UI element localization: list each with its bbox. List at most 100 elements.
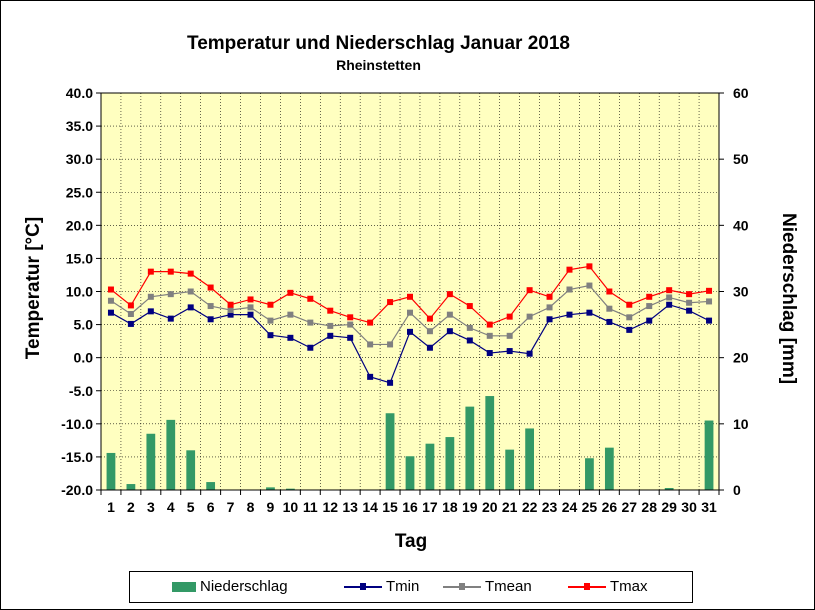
point-tmax bbox=[307, 295, 314, 302]
point-tmean bbox=[387, 341, 394, 348]
point-tmean bbox=[686, 299, 693, 306]
point-tmin bbox=[227, 311, 234, 318]
point-tmax bbox=[347, 314, 354, 321]
bar-niederschlag bbox=[525, 428, 534, 490]
x-tick-label: 30 bbox=[681, 499, 697, 515]
x-tick-label: 4 bbox=[167, 499, 175, 515]
point-tmin bbox=[446, 328, 453, 335]
point-tmax bbox=[466, 303, 473, 310]
y-right-tick-label: 10 bbox=[733, 416, 749, 432]
x-tick-label: 6 bbox=[207, 499, 215, 515]
point-tmin bbox=[347, 334, 354, 341]
legend: Niederschlag Tmin Tmean Tmax bbox=[129, 571, 693, 603]
point-tmin bbox=[307, 344, 314, 351]
x-tick-label: 29 bbox=[661, 499, 677, 515]
point-tmin bbox=[546, 316, 553, 323]
y-right-tick-label: 40 bbox=[733, 217, 749, 233]
point-tmean bbox=[167, 291, 174, 298]
y-axis-left-label: Temperatur [°C] bbox=[23, 216, 44, 360]
point-tmin bbox=[287, 334, 294, 341]
bar-niederschlag bbox=[604, 447, 614, 490]
chart-subtitle: Rheinstetten bbox=[336, 57, 421, 73]
y-left-tick-label: 15.0 bbox=[66, 250, 93, 266]
x-tick-label: 21 bbox=[502, 499, 518, 515]
point-tmax bbox=[127, 302, 134, 309]
point-tmax bbox=[147, 268, 154, 275]
y-left-tick-label: 40.0 bbox=[66, 85, 93, 101]
point-tmax bbox=[287, 289, 294, 296]
x-tick-label: 27 bbox=[622, 499, 638, 515]
point-tmax bbox=[407, 293, 413, 300]
y-left-tick-label: 10.0 bbox=[66, 284, 93, 300]
x-tick-label: 25 bbox=[582, 499, 598, 515]
bar-niederschlag bbox=[106, 452, 116, 490]
point-tmax bbox=[626, 301, 633, 308]
bar-niederschlag bbox=[664, 488, 674, 490]
legend-swatch-niederschlag bbox=[172, 582, 196, 592]
y-left-tick-label: 20.0 bbox=[66, 217, 93, 233]
point-tmin bbox=[187, 304, 194, 311]
y-axis-right-label: Niederschlag [mm] bbox=[778, 213, 799, 385]
x-axis-label: Tag bbox=[394, 531, 428, 552]
point-tmax bbox=[167, 268, 174, 275]
point-tmax bbox=[187, 270, 194, 277]
point-tmin bbox=[526, 350, 533, 357]
x-tick-label: 10 bbox=[283, 499, 299, 515]
point-tmax bbox=[686, 291, 693, 298]
point-tmean bbox=[666, 294, 673, 301]
point-tmean bbox=[506, 332, 513, 339]
point-tmean bbox=[486, 332, 493, 339]
x-tick-label: 12 bbox=[322, 499, 338, 515]
bar-niederschlag bbox=[585, 458, 594, 490]
point-tmean bbox=[207, 303, 214, 310]
legend-swatch-tmin bbox=[344, 583, 382, 590]
point-tmean bbox=[147, 293, 154, 300]
point-tmin bbox=[606, 318, 613, 325]
plot-border bbox=[100, 92, 720, 491]
y-right-tick-label: 50 bbox=[733, 151, 749, 167]
bar-niederschlag bbox=[505, 449, 515, 490]
legend-label-niederschlag: Niederschlag bbox=[200, 578, 288, 595]
point-tmin bbox=[666, 301, 673, 308]
point-tmax bbox=[546, 293, 553, 300]
point-tmean bbox=[307, 319, 314, 326]
point-tmax bbox=[327, 307, 334, 314]
x-tick-label: 26 bbox=[602, 499, 618, 515]
x-tick-label: 11 bbox=[303, 499, 318, 515]
point-tmax bbox=[426, 315, 433, 322]
x-tick-label: 24 bbox=[562, 499, 578, 515]
point-tmax bbox=[387, 299, 394, 306]
point-tmin bbox=[566, 311, 573, 318]
y-right-tick-label: 0 bbox=[733, 482, 741, 498]
bar-niederschlag bbox=[186, 450, 196, 490]
bar-niederschlag bbox=[206, 482, 216, 490]
bar-niederschlag bbox=[445, 437, 455, 490]
point-tmax bbox=[107, 286, 114, 293]
point-tmean bbox=[566, 286, 573, 293]
point-tmin bbox=[426, 344, 433, 351]
point-tmean bbox=[347, 321, 354, 328]
bar-niederschlag bbox=[166, 419, 176, 490]
y-left-tick-label: 35.0 bbox=[66, 118, 93, 134]
x-tick-label: 17 bbox=[422, 499, 438, 515]
point-tmin bbox=[107, 309, 114, 316]
point-tmin bbox=[247, 311, 254, 318]
x-tick-label: 23 bbox=[542, 499, 558, 515]
point-tmin bbox=[207, 316, 214, 323]
x-tick-label: 20 bbox=[482, 499, 498, 515]
point-tmax bbox=[566, 266, 573, 273]
point-tmin bbox=[147, 308, 154, 315]
point-tmin bbox=[626, 326, 633, 333]
x-tick-label: 19 bbox=[462, 499, 478, 515]
point-tmax bbox=[666, 287, 673, 294]
point-tmean bbox=[367, 341, 374, 348]
point-tmin bbox=[646, 317, 653, 324]
point-tmax bbox=[706, 287, 713, 294]
point-tmax bbox=[646, 293, 653, 300]
point-tmean bbox=[327, 322, 334, 329]
legend-swatch-tmax bbox=[568, 583, 606, 590]
bar-niederschlag bbox=[126, 484, 136, 490]
point-tmean bbox=[646, 303, 653, 310]
y-left-tick-label: -20.0 bbox=[61, 482, 93, 498]
